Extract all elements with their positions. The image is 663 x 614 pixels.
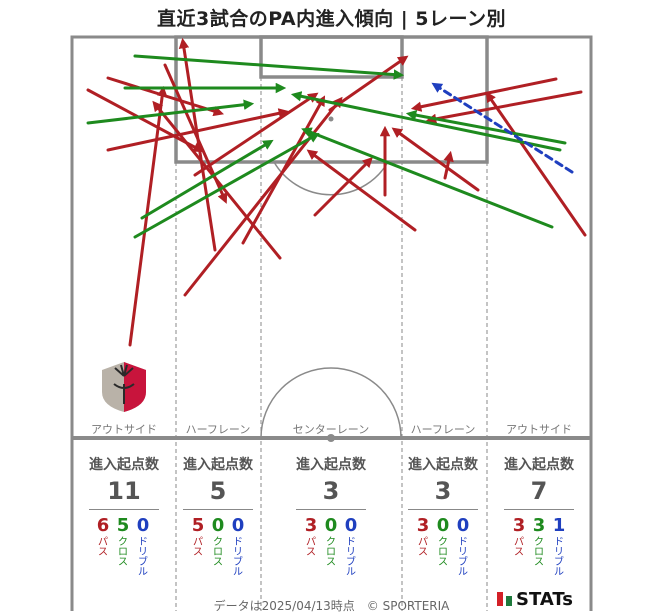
pass-count: 5 bbox=[191, 515, 205, 536]
lane-label-center: センターレーン bbox=[292, 423, 370, 436]
dribble-label: ドリブル bbox=[138, 537, 148, 578]
pass-arrow bbox=[313, 157, 373, 217]
pass-label: パス bbox=[514, 537, 524, 558]
cross-count: 0 bbox=[436, 515, 450, 536]
dribble-label: ドリブル bbox=[233, 537, 243, 578]
pass-arrow bbox=[328, 55, 409, 112]
cross-label: クロス bbox=[534, 537, 544, 568]
dribble-label: ドリブル bbox=[458, 537, 468, 578]
penalty-area bbox=[174, 35, 489, 164]
pass-count: 3 bbox=[304, 515, 318, 536]
pass-arrow bbox=[193, 92, 319, 177]
cross-arrow bbox=[140, 139, 274, 220]
stat-total: 3 bbox=[434, 477, 452, 505]
pass-label: パス bbox=[418, 537, 428, 558]
cross-count: 3 bbox=[532, 515, 546, 536]
stat-header: 進入起点数 bbox=[296, 457, 366, 473]
cross-label: クロス bbox=[438, 537, 448, 568]
dribble-count: 1 bbox=[552, 515, 566, 536]
pass-label: パス bbox=[306, 537, 316, 558]
center-spot bbox=[327, 434, 335, 442]
stat-total: 11 bbox=[107, 477, 141, 505]
dribble-count: 0 bbox=[456, 515, 470, 536]
dribble-count: 0 bbox=[231, 515, 245, 536]
divider bbox=[183, 509, 253, 510]
pass-arrow bbox=[128, 85, 168, 347]
logo-mark-icon bbox=[497, 592, 503, 606]
chart-title: 直近3試合のPA内進入傾向 | 5レーン別 bbox=[156, 8, 507, 30]
pass-count: 6 bbox=[96, 515, 110, 536]
pass-arrow bbox=[485, 91, 587, 237]
pass-count: 3 bbox=[416, 515, 430, 536]
logo-mark2-icon bbox=[506, 596, 512, 606]
brand-text: STATs bbox=[516, 589, 573, 610]
cross-arrow bbox=[133, 132, 320, 239]
pass-arrow bbox=[410, 77, 558, 112]
data-footnote: データは2025/04/13時点 © SPORTERIA bbox=[213, 599, 450, 613]
divider bbox=[504, 509, 574, 510]
stat-total: 5 bbox=[209, 477, 227, 505]
divider bbox=[296, 509, 366, 510]
stats-logo: STATs bbox=[497, 589, 573, 610]
pass-arrow bbox=[163, 63, 228, 204]
cross-label: クロス bbox=[326, 537, 336, 568]
pass-count: 3 bbox=[512, 515, 526, 536]
stat-total: 7 bbox=[530, 477, 548, 505]
pass-arrow bbox=[86, 88, 204, 152]
pass-arrow bbox=[106, 108, 290, 152]
pass-arrow bbox=[425, 90, 583, 125]
cross-count: 0 bbox=[211, 515, 225, 536]
divider bbox=[89, 509, 159, 510]
lane-label-halfspace-left: ハーフレーン bbox=[185, 423, 251, 436]
stat-total: 3 bbox=[322, 477, 340, 505]
penalty-arc bbox=[273, 161, 389, 196]
cross-arrow bbox=[290, 91, 562, 152]
cross-count: 5 bbox=[116, 515, 130, 536]
cross-arrow bbox=[301, 127, 554, 229]
pass-label: パス bbox=[193, 537, 203, 558]
penalty-spot bbox=[328, 116, 334, 122]
stat-header: 進入起点数 bbox=[89, 457, 159, 473]
dribble-label: ドリブル bbox=[554, 537, 564, 578]
cross-arrow bbox=[405, 109, 567, 145]
kashima-antlers-crest-icon bbox=[102, 362, 146, 412]
cross-label: クロス bbox=[213, 537, 223, 568]
cross-count: 0 bbox=[324, 515, 338, 536]
lane-label-halfspace-right: ハーフレーン bbox=[410, 423, 476, 436]
stat-header: 進入起点数 bbox=[408, 457, 478, 473]
cross-arrow bbox=[86, 99, 255, 125]
stat-header: 進入起点数 bbox=[504, 457, 574, 473]
cross-label: クロス bbox=[118, 537, 128, 568]
pass-arrow bbox=[241, 95, 326, 245]
pass-arrow bbox=[306, 149, 417, 232]
cross-arrow bbox=[133, 54, 405, 80]
pass-label: パス bbox=[98, 537, 108, 558]
pass-arrow bbox=[391, 127, 480, 192]
dribble-label: ドリブル bbox=[346, 537, 356, 578]
dribble-count: 0 bbox=[344, 515, 358, 536]
divider bbox=[408, 509, 478, 510]
center-circle bbox=[260, 367, 402, 439]
lane-label-outside-right: アウトサイド bbox=[506, 423, 572, 436]
lane-label-outside-left: アウトサイド bbox=[91, 423, 157, 436]
dribble-count: 0 bbox=[136, 515, 150, 536]
stat-header: 進入起点数 bbox=[183, 457, 253, 473]
entry-arrows bbox=[86, 37, 587, 347]
dribble-arrow bbox=[431, 82, 574, 174]
pass-arrow bbox=[106, 76, 225, 117]
